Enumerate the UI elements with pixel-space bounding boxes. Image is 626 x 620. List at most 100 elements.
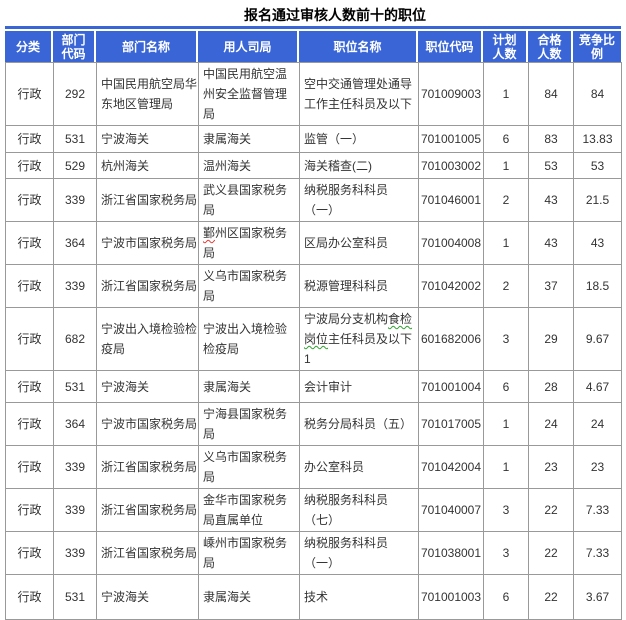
table-row: 行政 364 宁波市国家税务局 鄞州区国家税务局 区局办公室科员 701004008 1 43… (5, 221, 622, 265)
table-row: 行政 529 杭州海关 温州海关 海关稽查(二) 701003002 1 53 53 (5, 152, 622, 179)
cell: 1 (483, 152, 529, 179)
cell: 701046001 (418, 178, 484, 222)
cell: 4.67 (573, 370, 622, 403)
cell: 18.5 (573, 264, 622, 308)
cell: 701004008 (418, 221, 484, 265)
cell: 杭州海关 (96, 152, 199, 179)
cell: 43 (528, 221, 574, 265)
cell: 宁海县国家税务局 (198, 402, 300, 446)
cell: 隶属海关 (198, 574, 300, 620)
cell: 技术 (299, 574, 419, 620)
table-row: 行政 339 浙江省国家税务局 金华市国家税务局直属单位 纳税服务科科员（七） 70104… (5, 488, 622, 532)
cell: 隶属海关 (198, 125, 300, 153)
cell: 531 (53, 370, 97, 403)
cell: 701042004 (418, 445, 484, 489)
table-row: 行政 531 宁波海关 隶属海关 监管（一） 701001005 6 83 13.83 (5, 125, 622, 153)
cell: 武义县国家税务局 (198, 178, 300, 222)
column-header: 计划人数 (483, 31, 528, 62)
cell: 1 (483, 402, 529, 446)
cell: 浙江省国家税务局 (96, 264, 199, 308)
cell: 3 (483, 531, 529, 575)
cell: 行政 (5, 402, 54, 446)
cell: 浙江省国家税务局 (96, 445, 199, 489)
table-row: 行政 531 宁波海关 隶属海关 会计审计 701001004 6 28 4.67 (5, 370, 622, 403)
cell: 701001003 (418, 574, 484, 620)
cell: 22 (528, 531, 574, 575)
page-title: 报名通过审核人数前十的职位 (244, 7, 426, 23)
cell: 3.67 (573, 574, 622, 620)
cell: 364 (53, 402, 97, 446)
cell: 宁波市国家税务局 (96, 402, 199, 446)
cell: 行政 (5, 152, 54, 179)
cell: 84 (528, 62, 574, 126)
cell: 682 (53, 307, 97, 371)
cell: 22 (528, 574, 574, 620)
cell: 纳税服务科科员（一） (299, 531, 419, 575)
table-row: 行政 292 中国民用航空局华东地区管理局 中国民用航空温州安全监督管理局 空中交通管理… (5, 62, 622, 126)
cell: 24 (528, 402, 574, 446)
cell: 531 (53, 125, 97, 153)
cell: 701042002 (418, 264, 484, 308)
cell: 税源管理科科员 (299, 264, 419, 308)
cell: 6 (483, 574, 529, 620)
cell: 监管（一） (299, 125, 419, 153)
cell: 529 (53, 152, 97, 179)
cell: 13.83 (573, 125, 622, 153)
cell: 2 (483, 178, 529, 222)
cell: 601682006 (418, 307, 484, 371)
cell: 税务分局科员（五） (299, 402, 419, 446)
cell: 1 (483, 62, 529, 126)
cell: 宁波海关 (96, 574, 199, 620)
cell: 2 (483, 264, 529, 308)
cell: 339 (53, 445, 97, 489)
cell: 行政 (5, 62, 54, 126)
cell: 浙江省国家税务局 (96, 178, 199, 222)
cell: 宁波海关 (96, 125, 199, 153)
cell: 嵊州市国家税务局 (198, 531, 300, 575)
table-row: 行政 339 浙江省国家税务局 武义县国家税务局 纳税服务科科员（一） 701046001… (5, 178, 622, 222)
cell: 金华市国家税务局直属单位 (198, 488, 300, 532)
cell: 鄞州区国家税务局 (198, 221, 300, 265)
cell: 行政 (5, 445, 54, 489)
cell: 宁波局分支机构食检岗位主任科员及以下1 (299, 307, 419, 371)
table-row: 行政 339 浙江省国家税务局 义乌市国家税务局 办公室科员 701042004 1 23 23 (5, 445, 622, 489)
cell: 义乌市国家税务局 (198, 264, 300, 308)
cell: 义乌市国家税务局 (198, 445, 300, 489)
cell: 21.5 (573, 178, 622, 222)
table-row: 行政 364 宁波市国家税务局 宁海县国家税务局 税务分局科员（五） 701017005 1… (5, 402, 622, 446)
table-row: 行政 339 浙江省国家税务局 嵊州市国家税务局 纳税服务科科员（一） 701038001… (5, 531, 622, 575)
cell: 23 (573, 445, 622, 489)
cell: 区局办公室科员 (299, 221, 419, 265)
cell: 28 (528, 370, 574, 403)
positions-table: 行政 292 中国民用航空局华东地区管理局 中国民用航空温州安全监督管理局 空中交通管理… (5, 62, 622, 620)
cell: 中国民用航空局华东地区管理局 (96, 62, 199, 126)
cell: 84 (573, 62, 622, 126)
table-row: 行政 339 浙江省国家税务局 义乌市国家税务局 税源管理科科员 701042002 2 37… (5, 264, 622, 308)
cell: 37 (528, 264, 574, 308)
cell: 701038001 (418, 531, 484, 575)
cell: 浙江省国家税务局 (96, 531, 199, 575)
cell: 3 (483, 307, 529, 371)
cell: 292 (53, 62, 97, 126)
cell: 29 (528, 307, 574, 371)
report-page: 报名通过审核人数前十的职位 分类 部门代码 部门名称 用人司局 职位名称 职位代码 计划人数… (0, 7, 626, 620)
cell: 22 (528, 488, 574, 532)
cell: 339 (53, 531, 97, 575)
cell: 53 (528, 152, 574, 179)
cell: 7.33 (573, 488, 622, 532)
cell: 339 (53, 178, 97, 222)
cell: 43 (573, 221, 622, 265)
cell: 行政 (5, 264, 54, 308)
column-header: 部门代码 (53, 31, 96, 62)
cell: 行政 (5, 531, 54, 575)
cell: 701040007 (418, 488, 484, 532)
cell: 531 (53, 574, 97, 620)
cell: 339 (53, 488, 97, 532)
cell: 宁波出入境检验检疫局 (96, 307, 199, 371)
column-header: 竞争比例 (573, 31, 621, 62)
column-header: 职位代码 (418, 31, 483, 62)
cell: 339 (53, 264, 97, 308)
cell: 行政 (5, 574, 54, 620)
cell: 701009003 (418, 62, 484, 126)
cell: 701001004 (418, 370, 484, 403)
